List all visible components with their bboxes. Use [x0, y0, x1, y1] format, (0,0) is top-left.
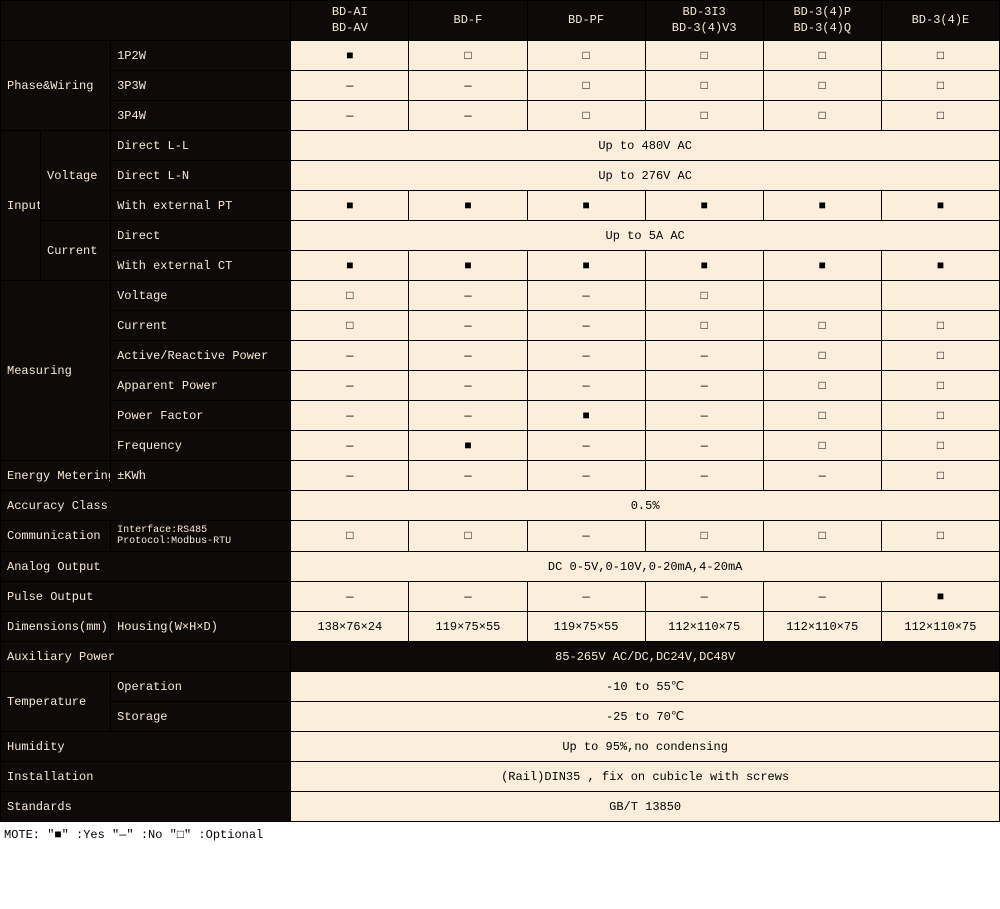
table-row: Dimensions(mm) Housing(W×H×D) 138×76×24 …	[1, 612, 1000, 642]
table-row: Installation (Rail)DIN35 , fix on cubicl…	[1, 762, 1000, 792]
communication-label: Communication	[1, 521, 111, 552]
col-2: BD-PF	[527, 1, 645, 41]
table-row: Accuracy Class 0.5%	[1, 491, 1000, 521]
col-4: BD-3(4)PBD-3(4)Q	[763, 1, 881, 41]
installation-label: Installation	[1, 762, 291, 792]
table-row: Storage -25 to 70℃	[1, 702, 1000, 732]
voltage-label: Voltage	[41, 131, 111, 221]
input-label: Input	[1, 131, 41, 281]
dimensions-label: Dimensions(mm)	[1, 612, 111, 642]
table-row: Analog Output DC 0-5V,0-10V,0-20mA,4-20m…	[1, 552, 1000, 582]
table-row: Phase&Wiring 1P2W ■ □ □ □ □ □	[1, 41, 1000, 71]
table-row: Power Factor — — ■ — □ □	[1, 401, 1000, 431]
col-0: BD-AIBD-AV	[291, 1, 409, 41]
table-row: With external PT ■ ■ ■ ■ ■ ■	[1, 191, 1000, 221]
table-row: Auxiliary Power 85-265V AC/DC,DC24V,DC48…	[1, 642, 1000, 672]
table-row: Standards GB/T 13850	[1, 792, 1000, 822]
table-row: Temperature Operation -10 to 55℃	[1, 672, 1000, 702]
header-row: BD-AIBD-AV BD-F BD-PF BD-3I3BD-3(4)V3 BD…	[1, 1, 1000, 41]
current-label: Current	[41, 221, 111, 281]
humidity-label: Humidity	[1, 732, 291, 762]
table-row: 3P3W — — □ □ □ □	[1, 71, 1000, 101]
table-row: Pulse Output — — — — — ■	[1, 582, 1000, 612]
col-3: BD-3I3BD-3(4)V3	[645, 1, 763, 41]
table-row: Measuring Voltage □ — — □	[1, 281, 1000, 311]
aux-power-label: Auxiliary Power	[1, 642, 291, 672]
analog-output-label: Analog Output	[1, 552, 291, 582]
pulse-output-label: Pulse Output	[1, 582, 291, 612]
footnote: MOTE: "■" :Yes "—" :No "□" :Optional	[0, 822, 1000, 848]
table-row: With external CT ■ ■ ■ ■ ■ ■	[1, 251, 1000, 281]
col-5: BD-3(4)E	[881, 1, 999, 41]
temperature-label: Temperature	[1, 672, 111, 732]
table-row: Current □ — — □ □ □	[1, 311, 1000, 341]
table-row: Energy Metering ±KWh — — — — — □	[1, 461, 1000, 491]
col-1: BD-F	[409, 1, 527, 41]
spec-table: BD-AIBD-AV BD-F BD-PF BD-3I3BD-3(4)V3 BD…	[0, 0, 1000, 822]
table-row: Communication Interface:RS485Protocol:Mo…	[1, 521, 1000, 552]
standards-label: Standards	[1, 792, 291, 822]
table-row: Frequency — ■ — — □ □	[1, 431, 1000, 461]
table-row: 3P4W — — □ □ □ □	[1, 101, 1000, 131]
table-row: Input Voltage Direct L-L Up to 480V AC	[1, 131, 1000, 161]
table-row: Direct L-N Up to 276V AC	[1, 161, 1000, 191]
table-row: Humidity Up to 95%,no condensing	[1, 732, 1000, 762]
measuring-label: Measuring	[1, 281, 111, 461]
energy-metering-label: Energy Metering	[1, 461, 111, 491]
table-row: Current Direct Up to 5A AC	[1, 221, 1000, 251]
accuracy-label: Accuracy Class	[1, 491, 291, 521]
table-row: Active/Reactive Power — — — — □ □	[1, 341, 1000, 371]
phase-wiring-label: Phase&Wiring	[1, 41, 111, 131]
table-row: Apparent Power — — — — □ □	[1, 371, 1000, 401]
